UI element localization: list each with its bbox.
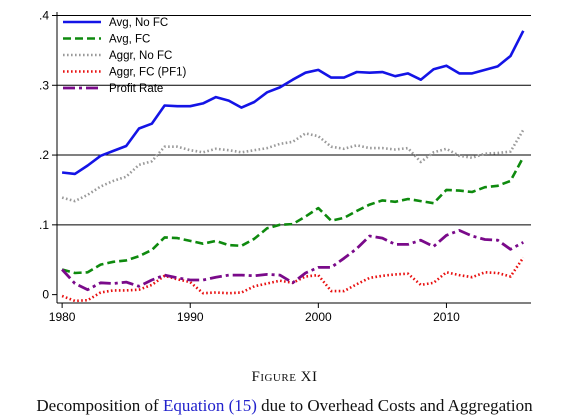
y-tick-label: 0 [42,288,49,302]
series-line-aggr-fc-pf1 [61,256,525,303]
figure-title-suffix: due to Overhead Costs and Aggregation [256,396,533,415]
series-line-avg-no-fc [61,30,525,176]
y-tick-label: .1 [39,218,49,232]
legend-label: Aggr, No FC [109,50,172,62]
legend-label: Profit Rate [109,83,163,95]
series-line-avg-fc [61,156,525,275]
figure-label: Figure XI [251,369,318,385]
figure-title: Decomposition of Equation (15) due to Ov… [0,396,569,416]
x-tick-label: 1980 [49,310,76,324]
y-tick-label: .2 [39,148,49,162]
y-tick-label: .4 [39,8,49,22]
figure-title-prefix: Decomposition of [36,396,163,415]
x-tick-label: 2000 [305,310,332,324]
x-tick-label: 2010 [433,310,460,324]
legend-label: Aggr, FC (PF1) [109,67,186,79]
x-tick-label: 1990 [177,310,204,324]
equation-link[interactable]: Equation (15) [162,396,257,415]
legend-label: Avg, No FC [109,17,168,29]
y-tick-label: .3 [39,78,49,92]
line-chart: 0 .1 .2 .3 .4 1980 1990 2000 2010 Avg, No FC Avg, … [39,8,531,324]
legend-label: Avg, FC [109,34,150,46]
series-line-profit-rate [61,228,524,292]
